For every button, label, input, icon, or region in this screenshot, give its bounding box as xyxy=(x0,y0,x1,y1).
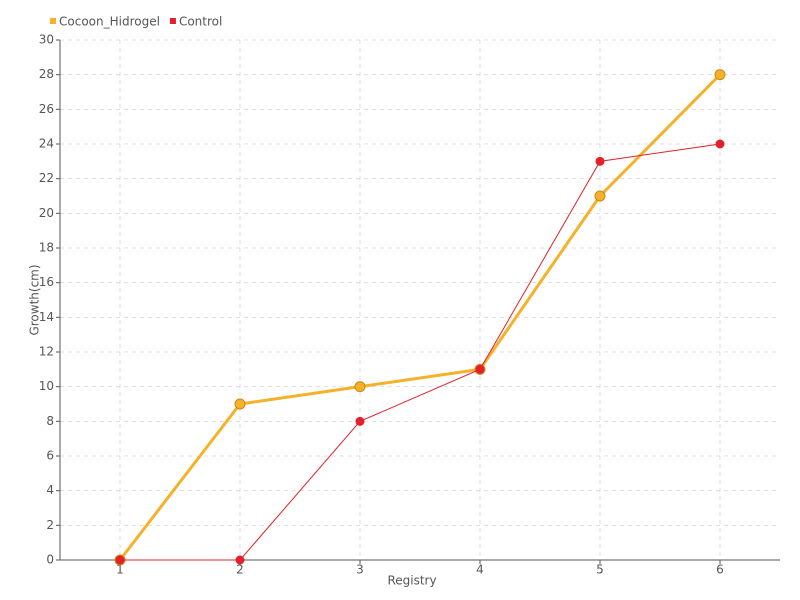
y-tick-label: 28 xyxy=(39,67,54,81)
data-point xyxy=(475,364,485,374)
y-tick-label: 20 xyxy=(39,206,54,220)
legend-swatch xyxy=(50,18,56,24)
data-point xyxy=(715,139,725,149)
data-point xyxy=(234,398,246,410)
series-line xyxy=(118,73,722,561)
data-point xyxy=(354,381,366,393)
legend-label: Control xyxy=(179,15,222,29)
y-tick-label: 18 xyxy=(39,241,54,255)
y-tick-label: 10 xyxy=(39,379,54,393)
x-tick-label: 2 xyxy=(236,563,244,577)
data-point xyxy=(594,190,606,202)
y-tick-label: 8 xyxy=(46,414,54,428)
y-tick-label: 16 xyxy=(39,275,54,289)
y-tick-label: 14 xyxy=(39,310,54,324)
legend-label: Cocoon_Hidrogel xyxy=(59,15,160,29)
data-point xyxy=(714,69,726,81)
data-point xyxy=(115,555,125,565)
y-tick-label: 12 xyxy=(39,345,54,359)
x-tick-label: 1 xyxy=(116,563,124,577)
data-point xyxy=(595,156,605,166)
x-axis-label: Registry xyxy=(387,574,436,588)
y-tick-label: 26 xyxy=(39,102,54,116)
series-line xyxy=(120,143,721,561)
legend-swatch xyxy=(169,18,176,24)
data-point xyxy=(355,416,365,426)
y-tick-label: 22 xyxy=(39,171,54,185)
y-tick-label: 30 xyxy=(39,33,54,47)
x-tick-label: 5 xyxy=(596,563,604,577)
y-tick-label: 4 xyxy=(46,483,54,497)
y-tick-label: 0 xyxy=(46,553,54,567)
x-tick-label: 6 xyxy=(716,563,724,577)
x-tick-label: 3 xyxy=(356,563,364,577)
y-tick-label: 24 xyxy=(39,137,54,151)
y-tick-label: 2 xyxy=(46,518,54,532)
x-tick-label: 4 xyxy=(476,563,484,577)
y-tick-label: 6 xyxy=(46,449,54,463)
y-axis-label: Growth(cm) xyxy=(28,264,42,335)
data-point xyxy=(235,555,245,565)
